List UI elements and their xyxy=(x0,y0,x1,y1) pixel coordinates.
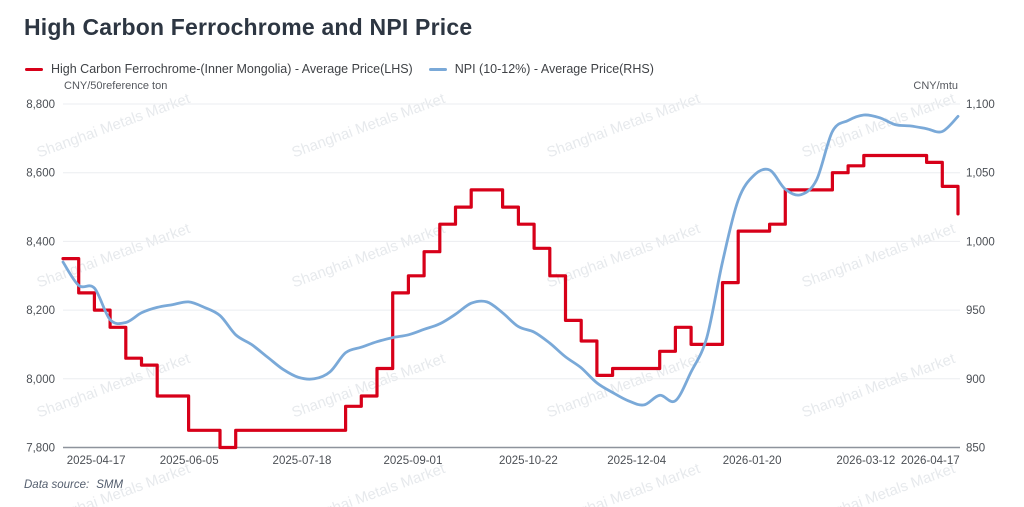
x-axis-tick: 2025-04-17 xyxy=(67,455,126,467)
axis-layer: 7,800 850 8,000 900 8,200 950 8,400 1,000 8,600 1… xyxy=(26,99,995,467)
legend-item-ferrochrome: High Carbon Ferrochrome-(Inner Mongolia)… xyxy=(25,62,413,76)
y-axis-tick-right: 950 xyxy=(966,305,985,317)
y-axis-tick-left: 8,600 xyxy=(26,168,55,180)
npi-price-line xyxy=(61,113,960,407)
y-axis-tick-left: 8,800 xyxy=(26,99,55,111)
ferrochrome-price-line xyxy=(61,153,960,450)
data-source-label: Data source: xyxy=(24,479,90,491)
y-axis-tick-right: 850 xyxy=(966,443,985,455)
watermark: Shanghai Metals Market xyxy=(290,90,449,162)
series-layer xyxy=(61,113,960,450)
x-axis-tick: 2025-07-18 xyxy=(273,455,332,467)
watermark: Shanghai Metals Market xyxy=(800,220,959,292)
y-axis-tick-left: 7,800 xyxy=(26,443,55,455)
y-axis-unit-right: CNY/mtu xyxy=(913,80,958,92)
y-axis-tick-left: 8,000 xyxy=(26,374,55,386)
y-axis-unit-left: CNY/50reference ton xyxy=(64,80,168,92)
watermark: Shanghai Metals Market xyxy=(545,90,704,162)
x-axis-tick: 2026-01-20 xyxy=(723,455,782,467)
watermark: Shanghai Metals Market xyxy=(545,220,704,292)
legend-line-marker-blue xyxy=(428,67,447,71)
data-source-value: SMM xyxy=(96,479,124,491)
y-axis-tick-left: 8,200 xyxy=(26,305,55,317)
x-axis-tick: 2025-12-04 xyxy=(607,455,666,467)
watermark: Shanghai Metals Market xyxy=(35,350,194,422)
legend: High Carbon Ferrochrome-(Inner Mongolia)… xyxy=(25,62,654,76)
x-axis-tick: 2026-04-17 xyxy=(901,455,960,467)
watermark: Shanghai Metals Market xyxy=(290,350,449,422)
data-source: Data source: SMM xyxy=(24,479,123,491)
x-axis-tick: 2026-03-12 xyxy=(836,455,895,467)
legend-line-marker-red xyxy=(25,67,43,71)
y-axis-tick-right: 1,100 xyxy=(966,99,995,111)
x-axis-tick: 2025-10-22 xyxy=(499,455,558,467)
watermark: Shanghai Metals Market xyxy=(800,90,959,162)
watermark: Shanghai Metals Market xyxy=(35,90,194,162)
y-axis-tick-left: 8,400 xyxy=(26,236,55,248)
y-axis-tick-right: 1,050 xyxy=(966,168,995,180)
legend-item-npi: NPI (10-12%) - Average Price(RHS) xyxy=(428,62,654,76)
watermark: Shanghai Metals Market xyxy=(35,220,194,292)
watermark-layer: Shanghai Metals Market Shanghai Metals Ma… xyxy=(35,90,959,507)
x-axis-tick: 2025-09-01 xyxy=(384,455,443,467)
y-axis-tick-right: 900 xyxy=(966,374,985,386)
watermark: Shanghai Metals Market xyxy=(800,350,959,422)
page-title: High Carbon Ferrochrome and NPI Price xyxy=(24,14,473,40)
legend-label-npi: NPI (10-12%) - Average Price(RHS) xyxy=(454,62,654,76)
y-axis-tick-right: 1,000 xyxy=(966,236,995,248)
legend-label-ferrochrome: High Carbon Ferrochrome-(Inner Mongolia)… xyxy=(51,62,413,76)
x-axis-tick: 2025-06-05 xyxy=(160,455,219,467)
